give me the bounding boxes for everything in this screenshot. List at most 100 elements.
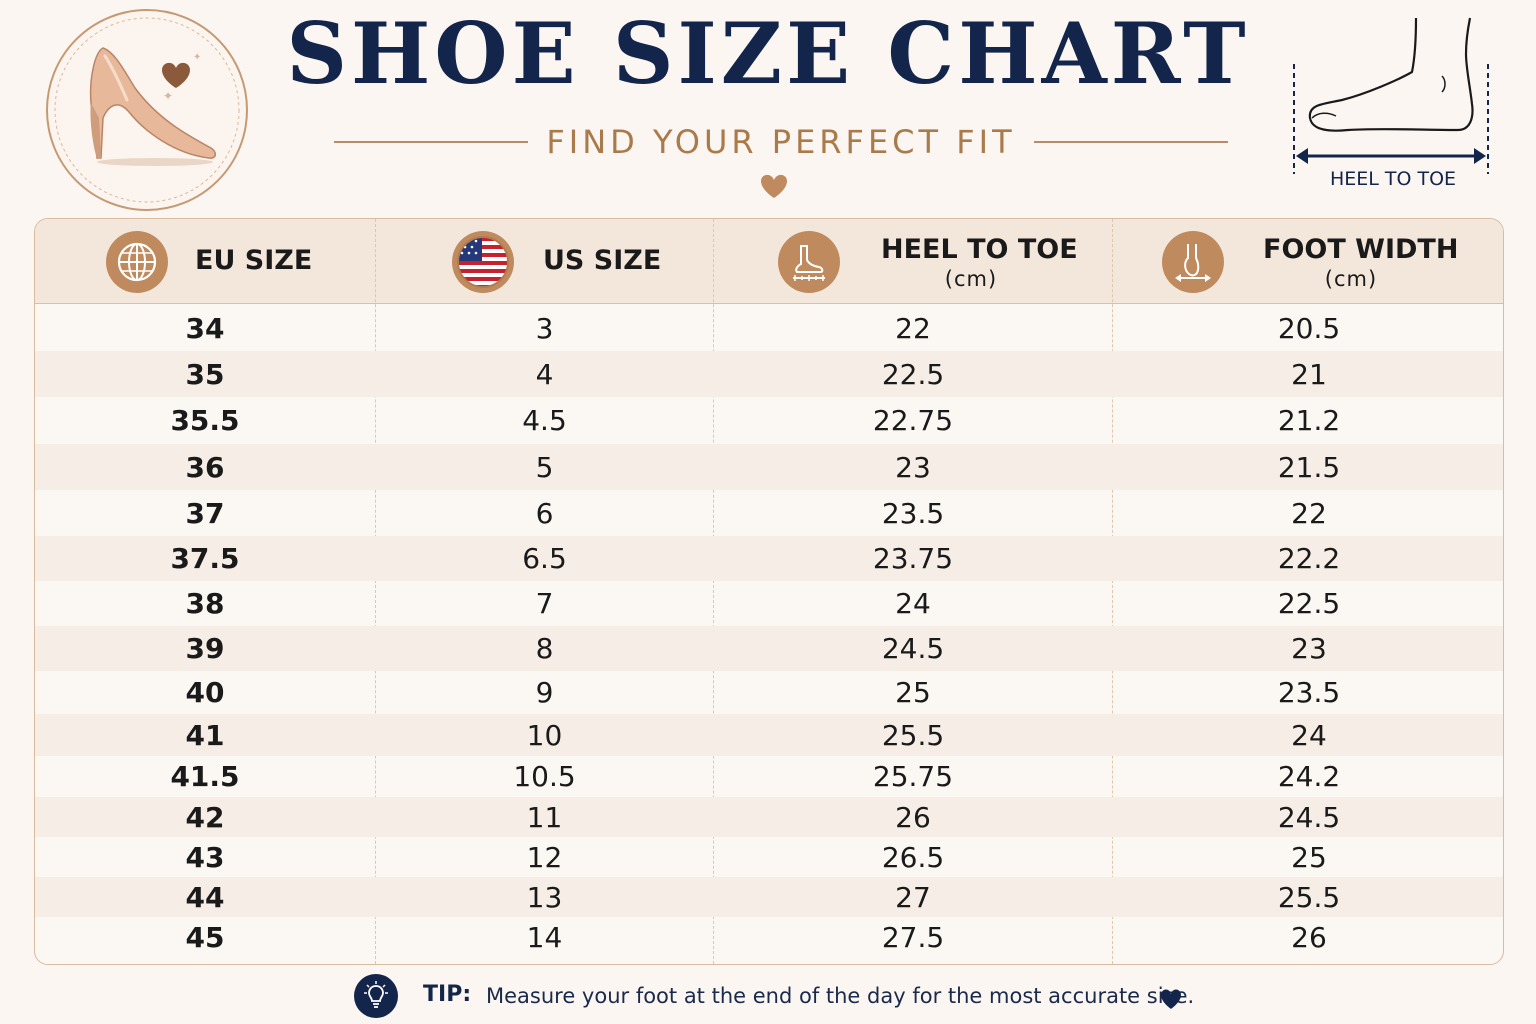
table-cell: 9 <box>535 676 554 709</box>
table-cell: 24.5 <box>1277 800 1341 834</box>
table-cell: 41 <box>185 718 225 752</box>
table-cell: 23 <box>895 450 931 484</box>
heart-icon <box>761 174 787 198</box>
tip-label: TIP: <box>423 982 472 1007</box>
table-cell: 34 <box>185 311 225 345</box>
table-cell: 24.2 <box>1277 760 1341 793</box>
table-row: 45 14 27.5 26 <box>35 917 1503 957</box>
table-row: 41 10 25.5 24 <box>35 714 1503 756</box>
subtitle-divider-left <box>334 141 528 143</box>
table-cell: 35 <box>185 357 225 391</box>
table-cell: 44 <box>185 880 225 914</box>
heart-icon <box>162 62 190 88</box>
shoe-logo-badge: ✦ ✦ <box>46 9 248 211</box>
table-row: 40 9 25 23.5 <box>35 671 1503 714</box>
foot-outline-icon <box>1293 17 1489 174</box>
table-cell: 20.5 <box>1277 311 1341 345</box>
table-cell: 37 <box>185 496 225 530</box>
table-cell: 7 <box>535 587 554 620</box>
table-cell: 25 <box>895 676 931 709</box>
column-label: FOOT WIDTH <box>1263 234 1459 265</box>
column-header-foot-width: FOOT WIDTH (cm) <box>1113 219 1503 303</box>
table-row: 38 7 24 22.5 <box>35 581 1503 626</box>
table-cell: 21.5 <box>1277 450 1341 484</box>
tip-row: TIP: Measure your foot at the end of the… <box>354 974 1254 1020</box>
column-divider <box>713 219 714 964</box>
table-cell: 39 <box>185 632 225 665</box>
table-row: 44 13 27 25.5 <box>35 877 1503 917</box>
column-divider <box>375 219 376 964</box>
high-heel-shoe-icon <box>89 47 216 166</box>
foot-ruler-icon <box>778 231 840 293</box>
table-cell: 24 <box>895 587 931 620</box>
page-subtitle: FIND YOUR PERFECT FIT <box>546 123 1016 161</box>
table-header: EU SIZE <box>35 219 1503 304</box>
table-cell: 22.75 <box>872 404 954 437</box>
column-unit: (cm) <box>944 267 998 291</box>
table-cell: 23.5 <box>1277 676 1341 709</box>
table-cell: 10.5 <box>513 760 576 793</box>
table-cell: 11 <box>526 800 563 834</box>
table-cell: 42 <box>185 800 225 834</box>
table-cell: 25.75 <box>872 760 954 793</box>
table-cell: 4 <box>535 357 554 391</box>
tip-text: Measure your foot at the end of the day … <box>486 984 1195 1008</box>
column-unit: (cm) <box>1324 267 1378 291</box>
table-cell: 6 <box>535 496 554 530</box>
subtitle-divider-right <box>1034 141 1228 143</box>
table-cell: 6.5 <box>522 542 567 575</box>
column-divider <box>1112 219 1113 964</box>
table-cell: 22.5 <box>1277 587 1341 620</box>
table-cell: 22 <box>895 311 931 345</box>
table-cell: 12 <box>526 840 563 874</box>
table-cell: 36 <box>185 450 225 484</box>
table-cell: 22 <box>1291 496 1327 530</box>
us-flag-icon <box>452 231 514 293</box>
column-label: US SIZE <box>543 245 662 276</box>
table-cell: 35.5 <box>170 404 240 437</box>
table-row: 36 5 23 21.5 <box>35 444 1503 490</box>
table-cell: 40 <box>185 676 225 709</box>
column-header-eu-size: EU SIZE <box>35 219 375 303</box>
table-row: 37.5 6.5 23.75 22.2 <box>35 536 1503 581</box>
table-cell: 5 <box>535 450 554 484</box>
table-cell: 13 <box>526 880 563 914</box>
size-table: EU SIZE <box>34 218 1504 965</box>
page-title: SHOE SIZE CHART <box>286 4 1250 103</box>
table-row: 39 8 24.5 23 <box>35 626 1503 671</box>
column-label: HEEL TO TOE <box>881 234 1078 265</box>
table-cell: 10 <box>526 718 563 752</box>
table-cell: 43 <box>185 840 225 874</box>
table-cell: 41.5 <box>170 760 240 793</box>
lightbulb-icon <box>354 974 398 1018</box>
column-header-heel-to-toe: HEEL TO TOE (cm) <box>714 219 1112 303</box>
table-cell: 27 <box>895 880 931 914</box>
table-cell: 14 <box>526 920 563 954</box>
table-cell: 38 <box>185 587 225 620</box>
table-cell: 23.75 <box>872 542 954 575</box>
table-cell: 26 <box>1291 920 1327 954</box>
table-cell: 4.5 <box>522 404 567 437</box>
table-cell: 22.2 <box>1277 542 1341 575</box>
column-header-us-size: US SIZE <box>376 219 713 303</box>
foot-width-icon <box>1162 231 1224 293</box>
subtitle-row: FIND YOUR PERFECT FIT <box>334 118 1228 166</box>
table-cell: 24 <box>1291 718 1327 752</box>
table-cell: 25.5 <box>881 718 945 752</box>
table-row: 42 11 26 24.5 <box>35 797 1503 837</box>
table-row: 34 3 22 20.5 <box>35 305 1503 351</box>
table-cell: 26.5 <box>881 840 945 874</box>
table-cell: 8 <box>535 632 554 665</box>
table-row: 37 6 23.5 22 <box>35 490 1503 536</box>
table-cell: 23 <box>1291 632 1327 665</box>
table-cell: 23.5 <box>881 496 945 530</box>
table-row: 35.5 4.5 22.75 21.2 <box>35 397 1503 444</box>
table-cell: 25 <box>1291 840 1327 874</box>
column-label: EU SIZE <box>195 245 313 276</box>
table-row: 41.5 10.5 25.75 24.2 <box>35 756 1503 797</box>
table-row: 35 4 22.5 21 <box>35 351 1503 397</box>
table-cell: 21.2 <box>1277 404 1341 437</box>
table-cell: 22.5 <box>881 357 945 391</box>
svg-text:✦: ✦ <box>163 89 173 103</box>
table-cell: 25.5 <box>1277 880 1341 914</box>
